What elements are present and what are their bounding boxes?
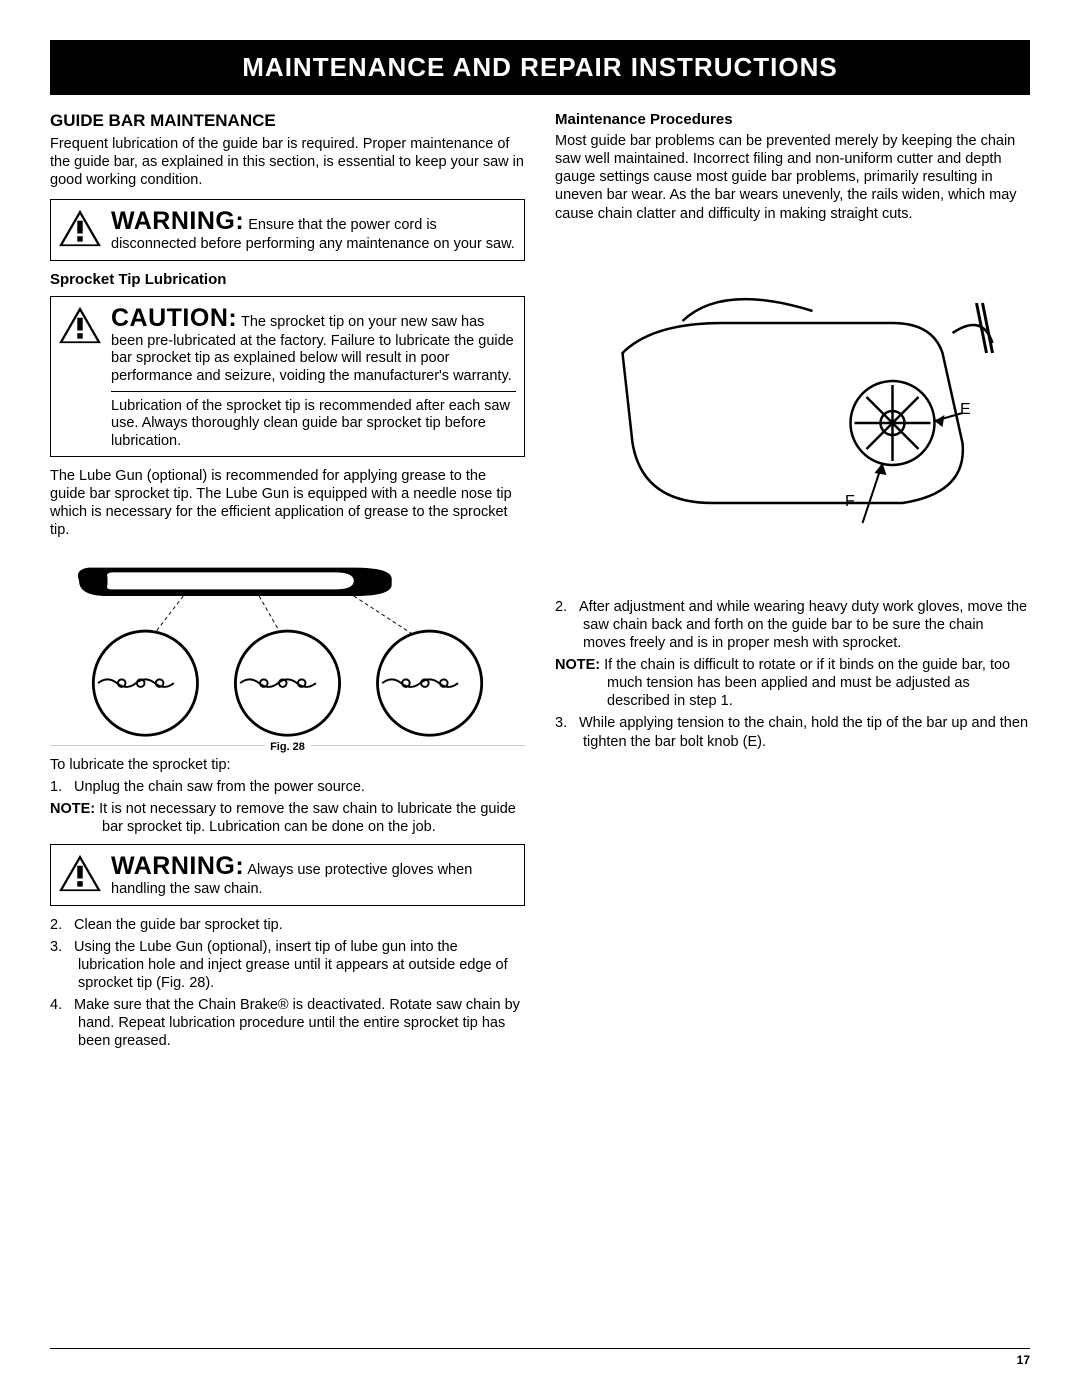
guide-bar-heading: GUIDE BAR MAINTENANCE <box>50 111 525 131</box>
guide-bar-intro: Frequent lubrication of the guide bar is… <box>50 135 525 189</box>
warning-triangle-icon <box>57 208 103 253</box>
figure-28-caption: Fig. 28 <box>264 741 311 753</box>
page-number: 17 <box>1017 1353 1030 1367</box>
lube-step-2-text: Clean the guide bar sprocket tip. <box>74 917 283 933</box>
proc-step-3: 3.While applying tension to the chain, h… <box>555 714 1030 750</box>
warning-power-cord: WARNING: Ensure that the power cord is d… <box>50 199 525 260</box>
proc-note: NOTE: If the chain is difficult to rotat… <box>555 656 1030 710</box>
proc-step-2-text: After adjustment and while wearing heavy… <box>579 599 1027 651</box>
caution-body: CAUTION: The sprocket tip on your new sa… <box>111 303 516 450</box>
diagram-label-f: F <box>845 493 855 511</box>
warning-power-cord-body: WARNING: Ensure that the power cord is d… <box>111 206 516 253</box>
lube-gun-para: The Lube Gun (optional) is recommended f… <box>50 467 525 540</box>
lube-step-4-text: Make sure that the Chain Brake® is deact… <box>74 997 520 1049</box>
maintenance-intro: Most guide bar problems can be prevented… <box>555 132 1030 223</box>
to-lubricate-lead: To lubricate the sprocket tip: <box>50 756 525 774</box>
note-text: It is not necessary to remove the saw ch… <box>99 801 516 835</box>
lube-step-3-text: Using the Lube Gun (optional), insert ti… <box>74 939 508 991</box>
warning-gloves-body: WARNING: Always use protective gloves wh… <box>111 851 516 898</box>
note-lead: NOTE: <box>50 801 95 817</box>
lube-step-1-text: Unplug the chain saw from the power sour… <box>74 779 365 795</box>
left-column: GUIDE BAR MAINTENANCE Frequent lubricati… <box>50 111 525 1054</box>
right-column: Maintenance Procedures Most guide bar pr… <box>555 111 1030 1054</box>
sprocket-diagram-icon <box>50 560 525 740</box>
caution-lead: CAUTION: <box>111 304 237 332</box>
lube-note: NOTE: It is not necessary to remove the … <box>50 800 525 836</box>
warning-lead: WARNING: <box>111 852 244 880</box>
warning-gloves: WARNING: Always use protective gloves wh… <box>50 844 525 905</box>
two-column-layout: GUIDE BAR MAINTENANCE Frequent lubricati… <box>50 111 1030 1054</box>
page-footer: 17 <box>50 1348 1030 1367</box>
diagram-label-e: E <box>960 401 971 419</box>
lube-step-2: 2.Clean the guide bar sprocket tip. <box>50 916 525 934</box>
lube-step-1: 1.Unplug the chain saw from the power so… <box>50 778 525 796</box>
warning-triangle-icon <box>57 305 103 350</box>
proc-note-lead: NOTE: <box>555 657 600 673</box>
page-banner: MAINTENANCE AND REPAIR INSTRUCTIONS <box>50 40 1030 95</box>
lube-step-4: 4.Make sure that the Chain Brake® is dea… <box>50 996 525 1050</box>
maintenance-procedures-heading: Maintenance Procedures <box>555 111 1030 128</box>
caution-text2: Lubrication of the sprocket tip is recom… <box>111 391 516 450</box>
warning-lead: WARNING: <box>111 207 244 235</box>
caution-sprocket: CAUTION: The sprocket tip on your new sa… <box>50 296 525 457</box>
saw-diagram-wrap: E F <box>555 233 1030 598</box>
proc-note-text: If the chain is difficult to rotate or i… <box>604 657 1010 709</box>
lube-step-3: 3.Using the Lube Gun (optional), insert … <box>50 938 525 992</box>
warning-triangle-icon <box>57 853 103 898</box>
proc-step-3-text: While applying tension to the chain, hol… <box>579 715 1028 749</box>
sprocket-heading: Sprocket Tip Lubrication <box>50 271 525 288</box>
saw-side-diagram-icon <box>555 293 1030 553</box>
proc-step-2: 2.After adjustment and while wearing hea… <box>555 598 1030 652</box>
figure-28: Fig. 28 <box>50 552 525 746</box>
